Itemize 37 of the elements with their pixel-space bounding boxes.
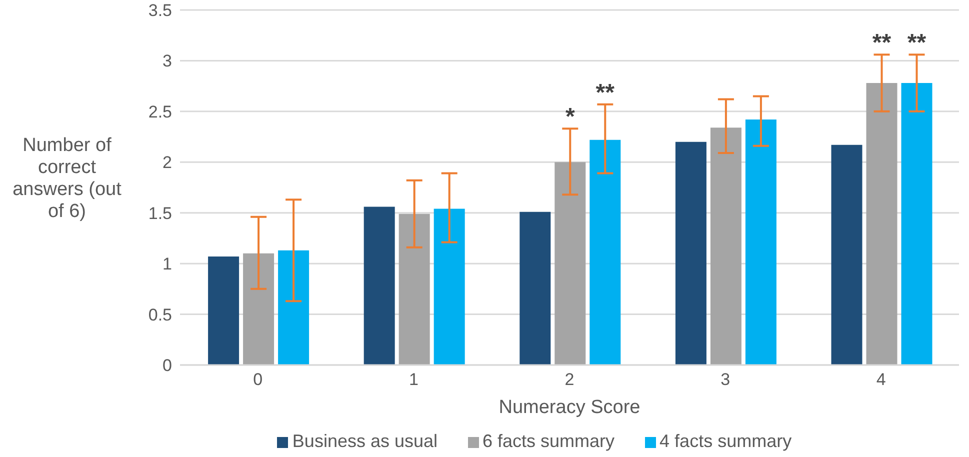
y-tick-label: 1.5 [148,204,172,223]
y-tick-label: 2.5 [148,102,172,122]
x-axis-title: Numeracy Score [498,397,640,418]
annotation: ** [907,30,927,57]
y-tick-label: 3 [162,52,172,71]
legend-label: 4 facts summary [660,431,792,451]
bar [710,128,742,365]
bar [901,83,932,365]
x-tick-label: 0 [253,370,263,390]
y-tick-label: 3.5 [148,1,172,20]
bar [675,142,706,365]
y-tick-label: 1 [162,254,172,274]
bar [520,212,551,365]
bar [554,162,586,365]
annotation: ** [596,79,616,106]
bar [831,144,862,365]
x-tick-label: 3 [720,370,730,390]
legend-label: Business as usual [292,431,438,451]
bar [243,253,274,365]
bar [278,250,310,365]
y-tick-label: 0.5 [148,305,172,324]
x-tick-label: 4 [876,370,886,390]
y-tick-label: 0 [162,356,172,376]
x-tick-label: 1 [408,370,418,390]
bar [745,120,776,365]
x-tick-label: 2 [564,370,574,390]
bar [434,208,465,365]
annotation: * [565,104,576,131]
bar [208,256,240,365]
y-tick-label: 2 [162,153,172,172]
bar [364,206,395,365]
y-axis-title: Number of correct answers (out of 6) [12,135,122,223]
bar [866,83,898,365]
bar [590,140,621,365]
legend-label: 6 facts summary [482,431,615,451]
bar [398,214,430,365]
annotation: ** [872,30,892,57]
